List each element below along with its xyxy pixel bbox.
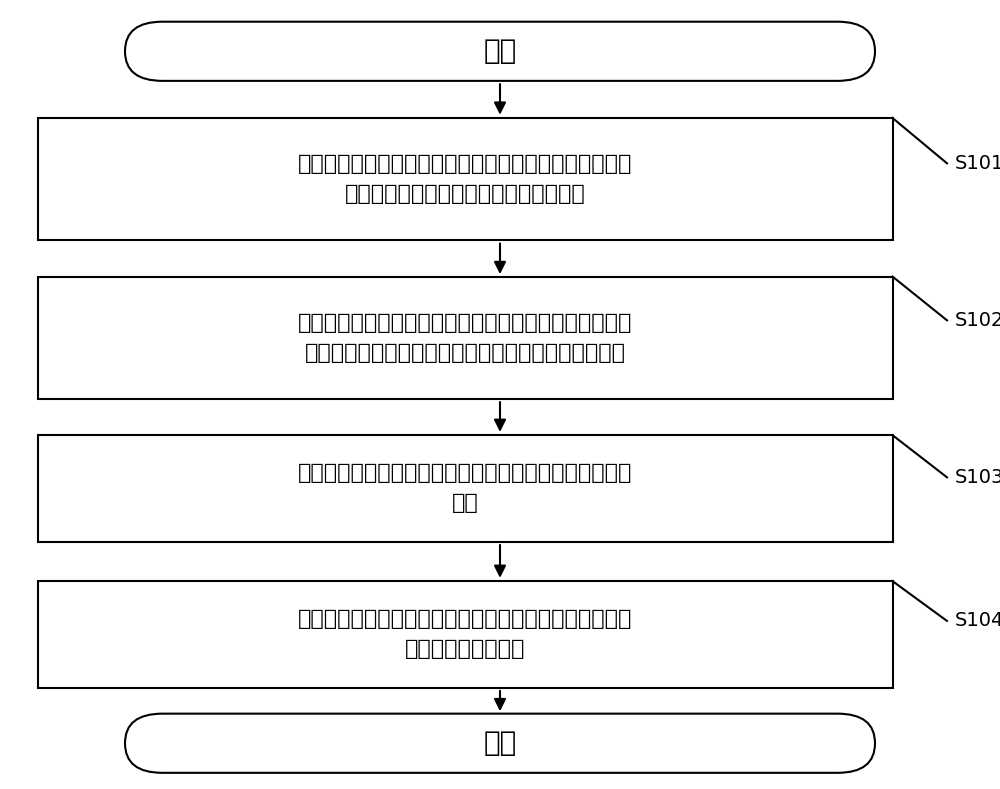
Text: S101: S101	[955, 154, 1000, 173]
Text: 标包络线区间，并将目标包络线区间设置为可编辑状态: 标包络线区间，并将目标包络线区间设置为可编辑状态	[304, 342, 626, 363]
FancyBboxPatch shape	[125, 713, 875, 773]
Text: 开始: 开始	[483, 37, 517, 65]
FancyBboxPatch shape	[38, 277, 893, 399]
FancyBboxPatch shape	[38, 436, 893, 542]
Text: 将目标包络线区间对应的临时包络线替换为目标包络线，: 将目标包络线区间对应的临时包络线替换为目标包络线，	[298, 609, 632, 630]
FancyBboxPatch shape	[38, 581, 893, 687]
Text: S102: S102	[955, 311, 1000, 330]
Text: 结束: 结束	[483, 729, 517, 757]
FancyBboxPatch shape	[38, 118, 893, 240]
Text: 得到血流频谱包络线: 得到血流频谱包络线	[405, 639, 525, 660]
Text: 当接收到包络线修改指令时，根据包络线修改指令确定目: 当接收到包络线修改指令时，根据包络线修改指令确定目	[298, 312, 632, 333]
Text: S104: S104	[955, 611, 1000, 630]
Text: 络线: 络线	[452, 493, 478, 514]
Text: S103: S103	[955, 468, 1000, 487]
Text: 结果生成多普勒血流频谱图的临时包络线: 结果生成多普勒血流频谱图的临时包络线	[345, 184, 585, 204]
Text: 接收包络线编辑信息，并根据包络线编辑信息生成目标包: 接收包络线编辑信息，并根据包络线编辑信息生成目标包	[298, 463, 632, 484]
Text: 对多普勒血流频谱图执行图像识别操作，并根据图像识别: 对多普勒血流频谱图执行图像识别操作，并根据图像识别	[298, 154, 632, 174]
FancyBboxPatch shape	[125, 22, 875, 81]
